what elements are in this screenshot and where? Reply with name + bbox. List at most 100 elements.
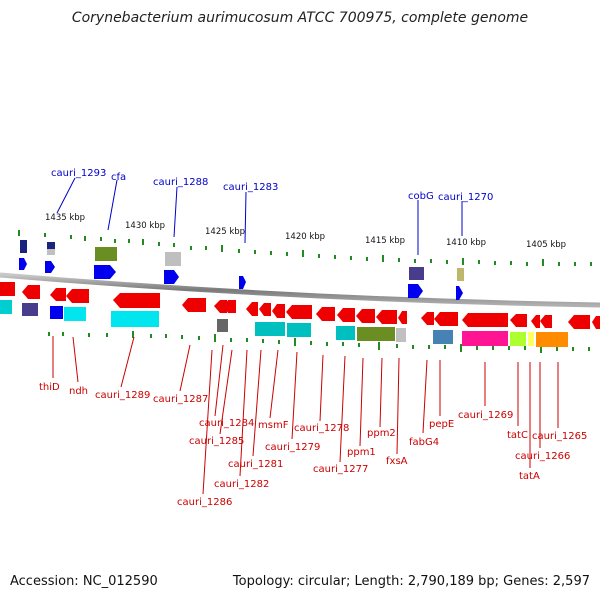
gene-arrow: [182, 298, 206, 312]
gene-label: cobG: [408, 191, 434, 202]
gene-arrow: [462, 313, 508, 327]
gene-arrow: [45, 261, 55, 273]
gene-arrow: [164, 270, 179, 284]
gene-block: [50, 306, 63, 319]
gene-arrow: [434, 312, 458, 326]
gene-label: cauri_1279: [265, 442, 320, 453]
gene-block: [95, 247, 117, 261]
gene-label: cauri_1288: [153, 177, 208, 188]
gene-label: fabG4: [409, 437, 439, 448]
gene-label: cauri_1283: [223, 182, 278, 193]
forward-strand: [19, 240, 464, 300]
reverse-strand: [0, 282, 600, 347]
gene-arrow: [337, 308, 355, 322]
gene-arrow: [408, 284, 423, 298]
tick-label: 1415 kbp: [365, 236, 405, 246]
gene-arrow: [50, 288, 66, 301]
gene-block: [510, 332, 526, 346]
tick-track: 1435 kbp 1430 kbp 1425 kbp 1420 kbp 1415…: [18, 213, 592, 353]
gene-label: cauri_1293: [51, 168, 106, 179]
gene-label: cauri_1281: [228, 459, 283, 470]
gene-block: [409, 267, 424, 280]
gene-arrow: [510, 314, 527, 327]
gene-arrow: [356, 309, 375, 323]
gene-block: [457, 268, 464, 281]
gene-arrow: [94, 265, 116, 279]
gene-arrow: [0, 282, 15, 296]
accession-text: Accession: NC_012590: [10, 574, 158, 589]
gene-block: [111, 311, 159, 327]
tick-label: 1430 kbp: [125, 221, 165, 231]
gene-block: [22, 303, 38, 316]
reverse-labels: [52, 336, 559, 495]
gene-block: [64, 307, 86, 321]
tick-label: 1435 kbp: [45, 213, 85, 223]
gene-block: [528, 332, 534, 346]
gene-label: tatC: [507, 430, 528, 441]
gene-block: [336, 326, 355, 340]
gene-arrow: [376, 310, 397, 324]
gene-label: cauri_1284: [199, 418, 254, 429]
tick-label: 1405 kbp: [526, 240, 566, 250]
forward-labels: [56, 177, 463, 255]
gene-label: cauri_1287: [153, 394, 208, 405]
gene-block: [375, 327, 395, 341]
gene-arrow: [239, 276, 246, 289]
gene-block: [357, 327, 375, 341]
gene-arrow: [531, 315, 540, 328]
gene-arrow: [592, 316, 600, 329]
page-title: Corynebacterium aurimucosum ATCC 700975,…: [71, 10, 529, 26]
gene-arrow: [22, 285, 40, 299]
gene-block: [47, 242, 55, 249]
gene-arrow: [113, 293, 160, 308]
gene-arrow: [286, 305, 312, 319]
gene-block: [47, 249, 55, 255]
gene-label: cauri_1285: [189, 436, 244, 447]
gene-block: [462, 331, 508, 346]
gene-arrow: [456, 286, 463, 300]
gene-arrow: [224, 300, 236, 313]
gene-arrow: [316, 307, 335, 321]
gene-label: cauri_1270: [438, 192, 493, 203]
gene-arrow: [19, 258, 27, 270]
tick-label: 1425 kbp: [205, 227, 245, 237]
gene-label: cauri_1278: [294, 423, 349, 434]
tick-label: 1420 kbp: [285, 232, 325, 242]
gene-block: [0, 300, 12, 314]
gene-label: cauri_1269: [458, 410, 513, 421]
gene-label: msmF: [258, 420, 289, 431]
gene-block: [217, 319, 228, 332]
topology-text: Topology: circular; Length: 2,790,189 bp…: [232, 574, 590, 589]
gene-block: [165, 252, 181, 266]
gene-label: thiD: [39, 382, 60, 393]
gene-label: cauri_1289: [95, 390, 150, 401]
gene-label: cauri_1286: [177, 497, 232, 508]
gene-arrow: [272, 304, 285, 318]
gene-label: ndh: [69, 386, 88, 397]
gene-arrow: [259, 303, 271, 316]
gene-arrow: [66, 289, 89, 303]
gene-arrow: [398, 311, 407, 324]
gene-label: ppm1: [347, 447, 376, 458]
gene-label: ppm2: [367, 428, 396, 439]
gene-block: [20, 240, 27, 253]
gene-block: [433, 330, 453, 344]
gene-label: cauri_1277: [313, 464, 368, 475]
gene-label: tatA: [519, 471, 540, 482]
gene-label: cfa: [111, 172, 126, 183]
gene-block: [255, 322, 285, 336]
tick-label: 1410 kbp: [446, 238, 486, 248]
gene-arrow: [246, 302, 258, 316]
gene-label: fxsA: [386, 456, 408, 467]
gene-label: cauri_1282: [214, 479, 269, 490]
gene-arrow: [540, 315, 552, 328]
gene-label: pepE: [429, 419, 454, 430]
gene-arrow: [214, 300, 227, 313]
gene-block: [536, 332, 568, 347]
gene-label: cauri_1265: [532, 431, 587, 442]
gene-label: cauri_1266: [515, 451, 570, 462]
gene-arrow: [568, 315, 590, 329]
gene-arrow: [421, 312, 434, 325]
gene-block: [396, 328, 406, 342]
